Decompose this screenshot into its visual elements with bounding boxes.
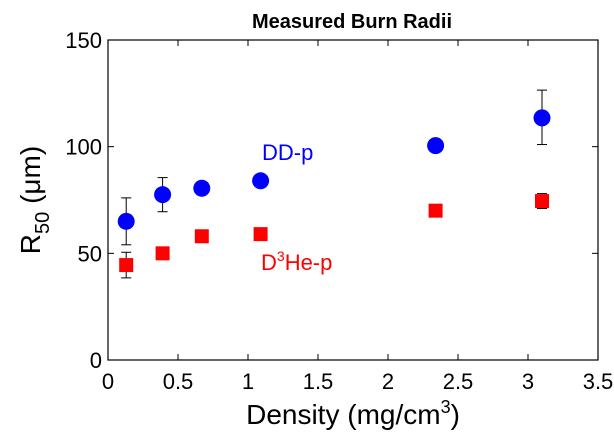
x-tick-label: 1 — [242, 369, 254, 394]
data-point-d3he-p — [428, 203, 443, 218]
x-tick-label: 1.5 — [303, 369, 334, 394]
x-tick-label: 3.5 — [583, 369, 614, 394]
data-point-dd-p — [117, 212, 135, 230]
series-label-d3he-p: D3He-p — [261, 248, 332, 275]
series-label-d3he-p-superscript: 3 — [277, 248, 285, 264]
data-point-dd-p — [533, 109, 551, 127]
x-tick-label: 0.5 — [163, 369, 194, 394]
x-tick-label: 2 — [382, 369, 394, 394]
data-point-d3he-p — [119, 258, 134, 273]
x-tick-label: 0 — [102, 369, 114, 394]
data-point-dd-p — [252, 172, 270, 190]
data-point-d3he-p — [194, 229, 209, 244]
y-tick-label: 100 — [65, 135, 102, 160]
data-point-d3he-p — [535, 194, 549, 209]
x-tick-label: 2.5 — [443, 369, 474, 394]
x-axis-label-main: Density (mg/cm — [246, 399, 440, 430]
x-tick-label: 3 — [522, 369, 534, 394]
y-axis: 0 50 100 150 — [65, 28, 598, 373]
y-axis-label-main: R — [15, 234, 46, 254]
y-tick-label: 150 — [65, 28, 102, 53]
data-point-d3he-p — [155, 246, 170, 261]
series-label-dd-p: DD-p — [262, 140, 313, 165]
x-axis-label: Density (mg/cm3) — [246, 397, 460, 430]
chart-title: Measured Burn Radii — [252, 11, 452, 33]
x-axis: 0 0.5 1 1.5 2 2.5 3 3.5 — [102, 40, 613, 394]
data-point-dd-p — [154, 186, 172, 204]
data-point-dd-p — [427, 137, 445, 155]
y-axis-label-tail: (μm) — [15, 146, 46, 212]
x-axis-label-tail: ) — [451, 399, 460, 430]
data-point-dd-p — [193, 179, 211, 197]
plot-frame — [107, 39, 599, 361]
plot-area — [107, 39, 599, 361]
y-tick-label: 0 — [90, 348, 102, 373]
series-label-dd-p-text: DD-p — [262, 140, 313, 165]
series-label-d3he-p-main: He-p — [285, 250, 333, 275]
data-point-d3he-p — [253, 227, 268, 242]
y-tick-label: 50 — [78, 241, 102, 266]
series-layer — [117, 89, 551, 279]
y-axis-label: R50 (μm) — [15, 146, 54, 254]
series-label-d3he-p-prefix: D — [261, 250, 277, 275]
y-axis-label-subscript: 50 — [32, 212, 54, 234]
x-axis-label-superscript: 3 — [441, 397, 451, 417]
